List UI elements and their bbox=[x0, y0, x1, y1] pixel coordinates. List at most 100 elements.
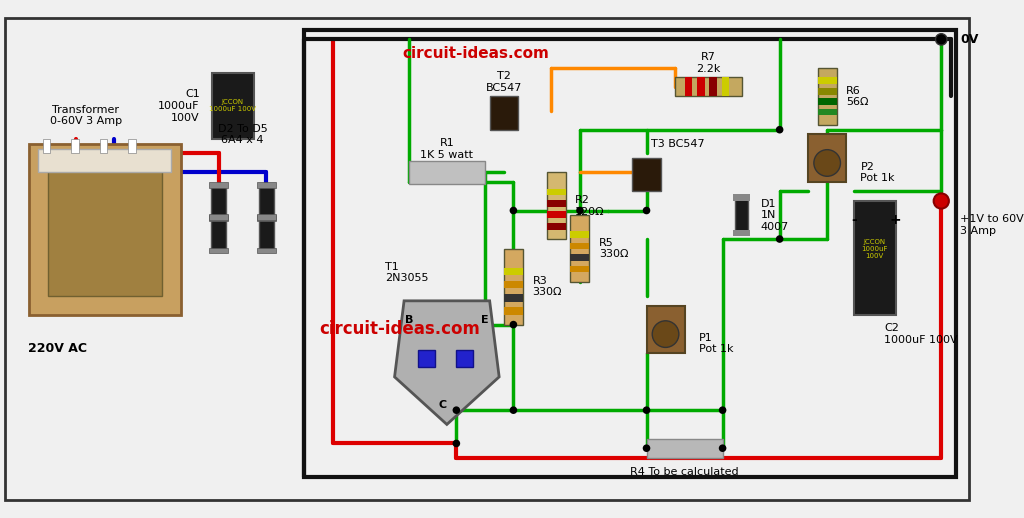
Bar bbox=[257, 248, 275, 253]
Text: 220V AC: 220V AC bbox=[28, 342, 87, 355]
Text: circuit-ideas.com: circuit-ideas.com bbox=[402, 46, 549, 61]
Bar bbox=[547, 200, 565, 207]
Bar bbox=[257, 182, 275, 188]
Bar bbox=[209, 214, 228, 220]
Circle shape bbox=[936, 34, 947, 45]
Circle shape bbox=[510, 207, 517, 214]
Bar bbox=[817, 109, 837, 116]
Text: P1
Pot 1k: P1 Pot 1k bbox=[698, 333, 733, 354]
Bar bbox=[817, 68, 837, 125]
Polygon shape bbox=[394, 301, 499, 424]
Bar bbox=[854, 201, 896, 315]
Text: R1
1K 5 watt: R1 1K 5 watt bbox=[421, 138, 473, 160]
Bar bbox=[570, 266, 590, 272]
Circle shape bbox=[510, 321, 517, 328]
Text: Transformer
0-60V 3 Amp: Transformer 0-60V 3 Amp bbox=[49, 105, 122, 126]
Text: P2
Pot 1k: P2 Pot 1k bbox=[860, 162, 895, 183]
Bar bbox=[632, 158, 660, 192]
Text: R2
120Ω: R2 120Ω bbox=[575, 195, 605, 217]
Text: T3 BC547: T3 BC547 bbox=[651, 139, 705, 149]
Bar bbox=[570, 232, 590, 238]
Text: JCCON
1000uF 100V: JCCON 1000uF 100V bbox=[210, 99, 256, 112]
Bar bbox=[547, 211, 565, 218]
Bar bbox=[570, 254, 590, 261]
Bar bbox=[570, 243, 590, 250]
Bar bbox=[259, 217, 273, 251]
Bar bbox=[211, 217, 226, 251]
Circle shape bbox=[652, 321, 679, 348]
Bar bbox=[570, 215, 590, 282]
Bar bbox=[209, 248, 228, 253]
Bar bbox=[504, 308, 523, 315]
Text: E: E bbox=[481, 315, 488, 325]
Circle shape bbox=[934, 193, 949, 209]
Text: R4 To be calculated: R4 To be calculated bbox=[630, 467, 739, 477]
Text: R7
2.2k: R7 2.2k bbox=[696, 52, 721, 74]
Bar bbox=[257, 215, 275, 221]
Circle shape bbox=[814, 150, 841, 176]
Bar bbox=[675, 77, 741, 96]
Circle shape bbox=[643, 207, 650, 214]
Text: C2
1000uF 100V: C2 1000uF 100V bbox=[884, 323, 957, 345]
Circle shape bbox=[643, 444, 650, 452]
Circle shape bbox=[719, 406, 726, 414]
Bar bbox=[817, 88, 837, 94]
Bar bbox=[722, 77, 729, 96]
Circle shape bbox=[643, 406, 650, 414]
Text: T2
BC547: T2 BC547 bbox=[485, 71, 522, 93]
Text: B: B bbox=[404, 315, 413, 325]
Bar bbox=[504, 249, 523, 325]
Bar bbox=[304, 30, 955, 477]
Bar bbox=[504, 281, 523, 289]
Bar bbox=[29, 144, 180, 315]
Bar bbox=[685, 77, 692, 96]
Circle shape bbox=[577, 207, 584, 214]
Bar bbox=[733, 229, 751, 236]
Bar bbox=[212, 73, 254, 139]
Circle shape bbox=[453, 440, 460, 447]
Bar bbox=[257, 214, 275, 220]
Bar bbox=[710, 77, 717, 96]
Bar bbox=[735, 196, 749, 234]
Bar bbox=[697, 77, 705, 96]
Text: C1
1000uF
100V: C1 1000uF 100V bbox=[158, 89, 200, 123]
Bar bbox=[547, 172, 565, 239]
Bar bbox=[43, 139, 50, 153]
Bar bbox=[547, 189, 565, 195]
Bar bbox=[72, 139, 79, 153]
Bar bbox=[457, 350, 473, 367]
Text: R5
330Ω: R5 330Ω bbox=[599, 238, 629, 260]
Text: R6
56Ω: R6 56Ω bbox=[846, 85, 868, 107]
Bar bbox=[47, 163, 162, 296]
Bar bbox=[128, 139, 136, 153]
Text: 0V: 0V bbox=[961, 33, 979, 46]
Circle shape bbox=[453, 406, 460, 414]
Text: +: + bbox=[890, 213, 901, 227]
Circle shape bbox=[776, 126, 783, 134]
Bar bbox=[409, 161, 485, 184]
Bar bbox=[547, 223, 565, 229]
Bar bbox=[808, 135, 846, 182]
Text: T1
2N3055: T1 2N3055 bbox=[385, 262, 429, 283]
Bar bbox=[259, 184, 273, 218]
Bar bbox=[489, 96, 518, 130]
Text: D1
1N
4007: D1 1N 4007 bbox=[761, 199, 788, 232]
Text: circuit-ideas.com: circuit-ideas.com bbox=[318, 320, 480, 338]
Text: +1V to 60V
3 Amp: +1V to 60V 3 Amp bbox=[961, 214, 1024, 236]
Bar bbox=[99, 139, 108, 153]
Text: R3
330Ω: R3 330Ω bbox=[532, 276, 562, 297]
Circle shape bbox=[719, 444, 726, 452]
Bar bbox=[504, 268, 523, 275]
Bar bbox=[211, 184, 226, 218]
Bar bbox=[209, 215, 228, 221]
Bar bbox=[38, 149, 171, 172]
Bar bbox=[646, 439, 723, 458]
Text: C: C bbox=[438, 400, 446, 410]
Text: -: - bbox=[851, 213, 857, 227]
Circle shape bbox=[510, 406, 517, 414]
Bar bbox=[733, 194, 751, 201]
Bar bbox=[504, 294, 523, 302]
Bar bbox=[646, 306, 685, 353]
Text: JCCON
1000uF
100V: JCCON 1000uF 100V bbox=[861, 239, 888, 258]
Circle shape bbox=[776, 235, 783, 243]
